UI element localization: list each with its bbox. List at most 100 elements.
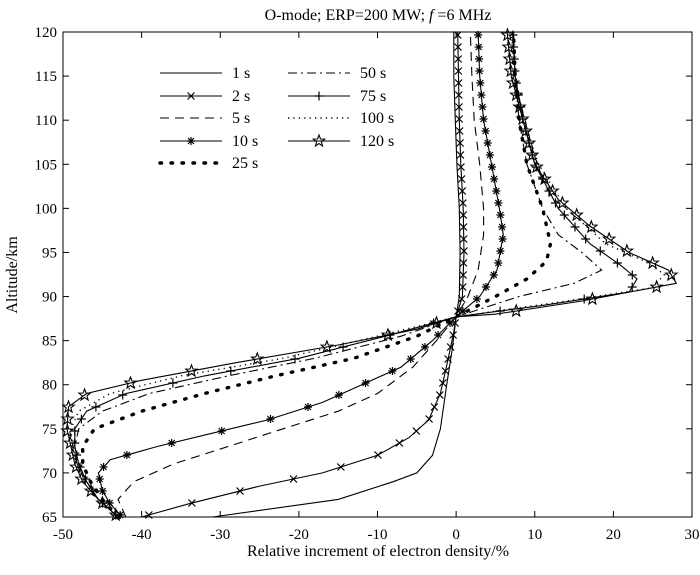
legend-entry-5s: 5 s (160, 110, 250, 127)
marker-asterisk (406, 354, 416, 364)
marker-asterisk (95, 474, 105, 484)
marker-plus (76, 413, 87, 425)
legend-label: 50 s (360, 65, 386, 82)
series-layer (61, 28, 678, 521)
y-tick-label: 65 (42, 510, 57, 526)
y-tick-label: 70 (42, 466, 57, 482)
legend-label: 100 s (360, 110, 394, 127)
legend-marker-plus (313, 90, 325, 102)
marker-asterisk (495, 246, 505, 256)
legend-entry-50s: 50 s (288, 65, 386, 82)
x-tick-label: 30 (685, 527, 700, 543)
marker-plus (612, 257, 623, 269)
x-tick-label: -10 (368, 527, 388, 543)
marker-asterisk (489, 174, 499, 184)
marker-plus (90, 401, 102, 413)
marker-asterisk (481, 126, 491, 136)
marker-plus (595, 245, 606, 257)
marker-asterisk (98, 462, 109, 472)
marker-asterisk (477, 102, 488, 112)
legend-label: 75 s (360, 88, 386, 105)
marker-asterisk (485, 150, 495, 160)
series-2s (141, 30, 469, 520)
marker-plus (289, 353, 301, 365)
marker-asterisk (303, 402, 313, 412)
marker-x (373, 450, 383, 460)
marker-asterisk (387, 366, 397, 376)
marker-asterisk (361, 378, 371, 388)
legend-entry-75s: 75 s (288, 88, 386, 105)
y-tick-label: 120 (35, 25, 58, 41)
legend-marker-asterisk (186, 136, 196, 146)
y-axis-label: Altitude/km (4, 236, 21, 314)
x-tick-label: 20 (606, 527, 621, 543)
marker-star (586, 292, 599, 305)
legend-entry-25s: 25 s (158, 155, 258, 172)
marker-asterisk (487, 162, 497, 172)
legend-label: 25 s (232, 155, 258, 172)
marker-plus (579, 293, 590, 305)
marker-asterisk (497, 222, 507, 232)
series-line (97, 31, 504, 518)
marker-asterisk (491, 186, 501, 196)
series-50s (74, 31, 603, 518)
marker-asterisk (493, 198, 503, 208)
marker-x (430, 402, 439, 412)
chart-title: O-mode; ERP=200 MW; f =6 MHz (265, 7, 492, 24)
series-120s (61, 28, 678, 521)
marker-asterisk (476, 90, 486, 100)
x-tick-label: 0 (452, 527, 460, 543)
x-tick-label: -20 (289, 527, 309, 543)
series-line (80, 30, 553, 519)
legend-label: 120 s (360, 133, 394, 150)
series-line (74, 31, 603, 518)
axis-ticks: -50 -40 -30 -20 -10 0 10 20 30 65 70 75 80 85 90 95 100 1… (35, 25, 700, 543)
legend-label: 10 s (232, 133, 258, 150)
y-tick-label: 105 (35, 157, 58, 173)
marker-asterisk (483, 138, 493, 148)
legend-label: 5 s (232, 110, 250, 127)
marker-plus (167, 377, 178, 389)
marker-asterisk (334, 390, 344, 400)
marker-asterisk (167, 438, 177, 448)
marker-asterisk (472, 294, 482, 304)
y-tick-label: 80 (42, 378, 57, 394)
marker-asterisk (420, 342, 430, 352)
legend-label: 1 s (232, 65, 250, 82)
marker-asterisk (481, 282, 491, 292)
marker-plus (117, 389, 128, 401)
marker-x (187, 498, 196, 508)
series-line (117, 31, 485, 518)
x-tick-label: -40 (132, 527, 152, 543)
marker-asterisk (433, 330, 443, 340)
marker-asterisk (474, 66, 485, 76)
marker-asterisk (493, 258, 503, 268)
series-25s (80, 30, 553, 519)
y-tick-label: 110 (35, 113, 57, 129)
marker-asterisk (97, 486, 108, 496)
x-axis-label: Relative increment of electron density/% (247, 543, 509, 560)
y-tick-label: 95 (42, 245, 57, 261)
series-10s (95, 30, 508, 520)
legend-entry-120s: 120 s (288, 133, 394, 150)
marker-asterisk (475, 78, 485, 88)
y-tick-label: 100 (35, 201, 58, 217)
legend-label: 2 s (232, 88, 250, 105)
legend-entry-10s: 10 s (160, 133, 258, 150)
marker-x (235, 486, 245, 496)
marker-x (412, 426, 421, 436)
marker-asterisk (217, 426, 227, 436)
series-5s (117, 31, 485, 518)
series-75s (69, 29, 638, 521)
marker-asterisk (474, 42, 484, 52)
plot-frame (62, 31, 693, 518)
legend-entry-2s: 2 s (160, 88, 250, 105)
marker-star (509, 304, 523, 317)
marker-asterisk (489, 270, 499, 280)
legend-entry-1s: 1 s (160, 65, 250, 82)
x-tick-label: -30 (210, 527, 230, 543)
marker-asterisk (474, 54, 484, 64)
legend: 1 s 2 s 5 s 10 s 25 s 50 s 75 s 100 s 120 s (158, 65, 394, 172)
marker-x (336, 462, 345, 472)
